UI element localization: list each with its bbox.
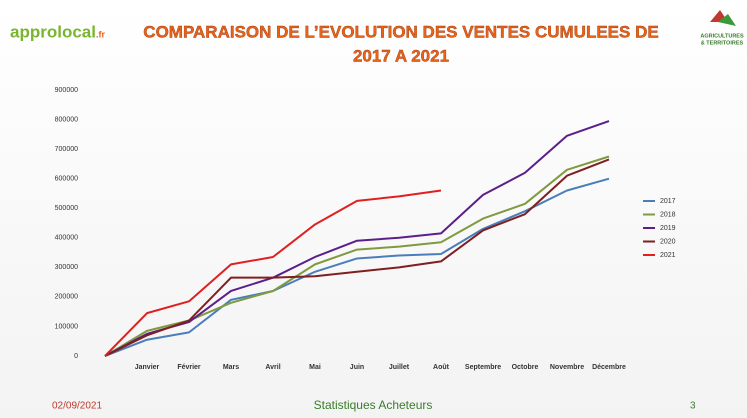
y-tick-label: 400000 [55, 235, 78, 242]
series-line [104, 158, 610, 357]
legend-label: 2018 [660, 211, 676, 218]
footer-date: 02/09/2021 [52, 401, 102, 412]
x-tick-label: Juillet [389, 364, 410, 371]
y-tick-label: 300000 [55, 264, 78, 271]
series-line [104, 177, 610, 357]
title-line: 2017 A 2021 [353, 46, 449, 65]
logo-left: approlocal .fr [10, 22, 105, 41]
x-tick-label: Février [177, 364, 201, 371]
y-tick-label: 900000 [55, 87, 78, 94]
x-tick-label: Avril [265, 364, 280, 371]
logo-right: AGRICULTURES & TERRITOIRES [700, 10, 744, 46]
x-tick-label: Octobre [512, 364, 539, 371]
series-line [104, 189, 442, 357]
logo-icon [718, 14, 736, 26]
x-tick-label: Mai [309, 364, 321, 371]
x-tick-label: Août [433, 364, 450, 371]
logo-name: approlocal [10, 22, 96, 41]
y-tick-label: 700000 [55, 146, 78, 153]
y-tick-label: 600000 [55, 176, 78, 183]
page-number: 3 [690, 401, 696, 412]
x-tick-label: Janvier [135, 364, 160, 371]
x-tick-label: Mars [223, 364, 239, 371]
x-tick-label: Décembre [592, 364, 626, 371]
y-tick-label: 500000 [55, 205, 78, 212]
chart: 0 100000 200000 300000 400000 500000 600000 700… [55, 87, 676, 371]
legend-label: 2019 [660, 225, 676, 232]
legend-label: 2021 [660, 252, 676, 259]
footer-title: Statistiques Acheteurs [314, 398, 433, 412]
logo-text: & TERRITOIRES [701, 40, 744, 46]
legend-label: 2020 [660, 238, 676, 245]
legend-label: 2017 [660, 198, 676, 205]
y-tick-label: 200000 [55, 294, 78, 301]
title-line: COMPARAISON DE L’EVOLUTION DES VENTES CU… [143, 22, 658, 41]
x-tick-label: Novembre [550, 364, 584, 371]
logo-suffix: .fr [96, 29, 105, 39]
x-tick-label: Septembre [465, 364, 501, 371]
y-tick-label: 800000 [55, 116, 78, 123]
y-tick-label: 100000 [55, 323, 78, 330]
logo-text: AGRICULTURES [700, 33, 744, 39]
series-line [104, 120, 610, 357]
x-tick-label: Juin [350, 364, 364, 371]
y-tick-label: 0 [74, 353, 78, 360]
